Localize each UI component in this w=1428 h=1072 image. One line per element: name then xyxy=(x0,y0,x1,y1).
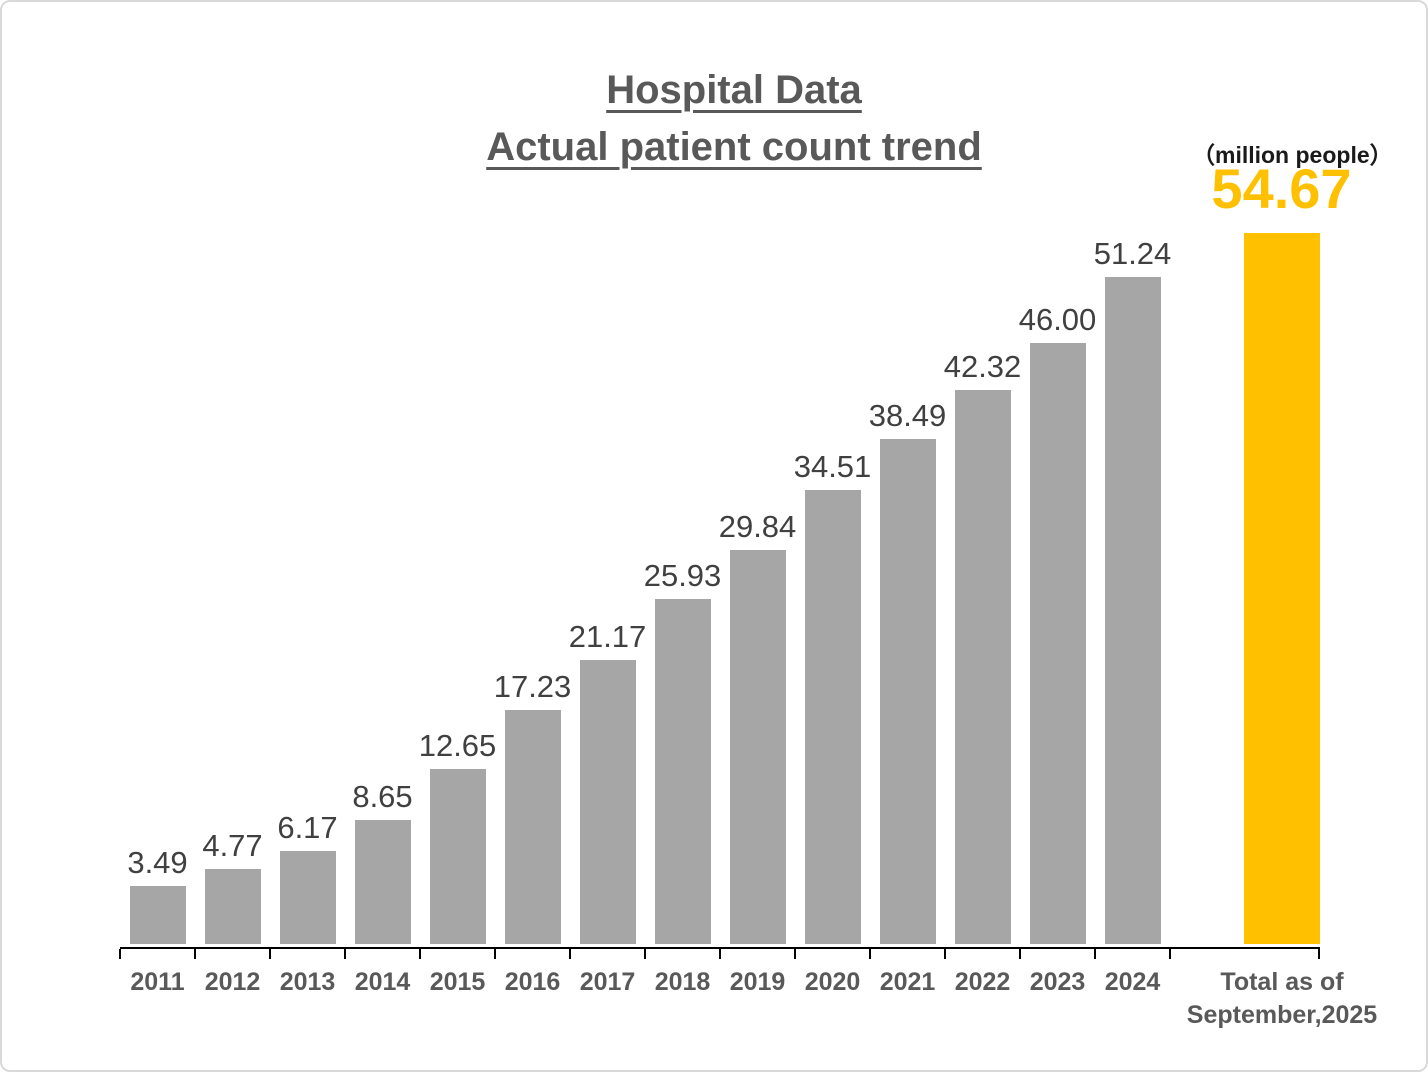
x-axis-tick xyxy=(644,949,646,959)
x-axis-tick xyxy=(419,949,421,959)
bar-2014 xyxy=(354,820,411,944)
bar-value-label: 6.17 xyxy=(277,810,338,845)
bar-value-label: 17.23 xyxy=(493,669,572,704)
bar-value-label: 8.65 xyxy=(352,779,413,814)
x-label-2023: 2023 xyxy=(1029,968,1086,996)
x-axis-tick xyxy=(944,949,946,959)
bar-2017 xyxy=(579,660,636,944)
bar-2023 xyxy=(1029,343,1086,944)
bar-value-label: 34.51 xyxy=(793,449,872,484)
bar-2012 xyxy=(204,869,261,944)
bar-2018 xyxy=(654,599,711,944)
x-label-2012: 2012 xyxy=(204,968,261,996)
bar-2013 xyxy=(279,851,336,944)
chart-title: Hospital Data Actual patient count trend xyxy=(42,62,1426,176)
x-axis-line xyxy=(120,947,1320,949)
x-axis-tick xyxy=(494,949,496,959)
bar-2016 xyxy=(504,710,561,944)
x-axis-tick xyxy=(1318,949,1320,959)
bar-2022 xyxy=(954,390,1011,944)
x-label-2022: 2022 xyxy=(954,968,1011,996)
x-label-2020: 2020 xyxy=(804,968,861,996)
bar-2021 xyxy=(879,439,936,944)
x-label-2015: 2015 xyxy=(429,968,486,996)
bar-value-label: 29.84 xyxy=(718,509,797,544)
bar-value-label: 25.93 xyxy=(643,558,722,593)
x-axis-tick xyxy=(719,949,721,959)
x-axis-tick xyxy=(1019,949,1021,959)
x-axis-tick xyxy=(119,949,121,959)
bar-value-label: 4.77 xyxy=(202,828,263,863)
bar-2015 xyxy=(429,769,486,944)
bar-2020 xyxy=(804,490,861,944)
bar-2019 xyxy=(729,550,786,944)
x-label-2011: 2011 xyxy=(130,968,185,996)
bar-value-label: 38.49 xyxy=(868,398,947,433)
bar-2011 xyxy=(129,886,186,944)
x-axis-tick xyxy=(569,949,571,959)
bar-value-label: 12.65 xyxy=(418,728,497,763)
title-line-2: Actual patient count trend xyxy=(486,125,982,169)
title-line-1: Hospital Data xyxy=(606,68,862,112)
x-label-2019: 2019 xyxy=(729,968,786,996)
bar-value-label: 51.24 xyxy=(1093,236,1172,271)
bar-2024 xyxy=(1104,277,1161,944)
x-axis-tick xyxy=(869,949,871,959)
x-axis-tick xyxy=(1169,949,1171,959)
bar-value-label: 3.49 xyxy=(127,845,188,880)
bar-value-label: 46.00 xyxy=(1018,302,1097,337)
bar-value-label: 42.32 xyxy=(943,349,1022,384)
x-axis-tick xyxy=(269,949,271,959)
bar-value-label: 21.17 xyxy=(568,619,647,654)
x-label-2018: 2018 xyxy=(654,968,711,996)
x-label-2014: 2014 xyxy=(354,968,411,996)
x-label-total: Total as of September,2025 xyxy=(1186,968,1378,1029)
bar-total xyxy=(1244,233,1320,944)
x-label-2013: 2013 xyxy=(279,968,336,996)
x-axis-tick xyxy=(794,949,796,959)
x-axis-tick xyxy=(344,949,346,959)
x-axis-tick xyxy=(1094,949,1096,959)
x-label-2024: 2024 xyxy=(1104,968,1161,996)
x-label-2021: 2021 xyxy=(879,968,936,996)
total-value-label: 54.67 xyxy=(1211,157,1352,220)
x-label-2016: 2016 xyxy=(504,968,561,996)
x-axis-tick xyxy=(194,949,196,959)
unit-label: （million people） xyxy=(1192,142,1393,168)
x-label-2017: 2017 xyxy=(579,968,636,996)
